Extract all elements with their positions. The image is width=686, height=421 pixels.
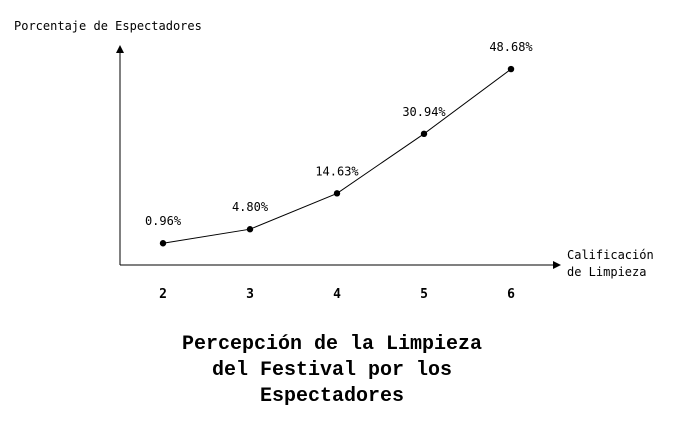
x-axis-label-line-1: Calificación: [567, 248, 654, 262]
x-axis-label-line-2: de Limpieza: [567, 265, 646, 279]
series-line: [162, 68, 512, 244]
data-label: 48.68%: [489, 40, 533, 54]
chart-title-line-1: Percepción de la Limpieza: [181, 333, 483, 356]
data-point: [420, 130, 428, 138]
data-labels: 0.96% 4.80% 14.63% 30.94% 48.68%: [145, 40, 534, 228]
data-label: 4.80%: [232, 200, 269, 214]
x-tick-labels: 2 3 4 5 6: [159, 287, 515, 302]
data-point: [159, 240, 167, 247]
x-tick-label: 3: [246, 287, 254, 302]
data-point: [333, 190, 341, 197]
data-point: [246, 226, 254, 233]
y-axis-label: Porcentaje de Espectadores: [14, 19, 202, 33]
x-axis-label: Calificación de Limpieza: [567, 248, 661, 279]
chart-title-line-2: del Festival por los: [211, 359, 453, 382]
data-point: [507, 65, 515, 73]
x-tick-label: 2: [159, 287, 167, 302]
x-tick-label: 5: [420, 287, 428, 302]
data-label: 0.96%: [145, 214, 182, 228]
data-label: 30.94%: [402, 105, 446, 119]
chart-title: Percepción de la Limpieza del Festival p…: [132, 332, 532, 410]
x-tick-label: 6: [507, 287, 515, 302]
x-tick-label: 4: [333, 287, 341, 302]
data-points: [159, 65, 515, 247]
data-label: 14.63%: [315, 164, 359, 178]
chart-title-line-3: Espectadores: [259, 385, 405, 408]
